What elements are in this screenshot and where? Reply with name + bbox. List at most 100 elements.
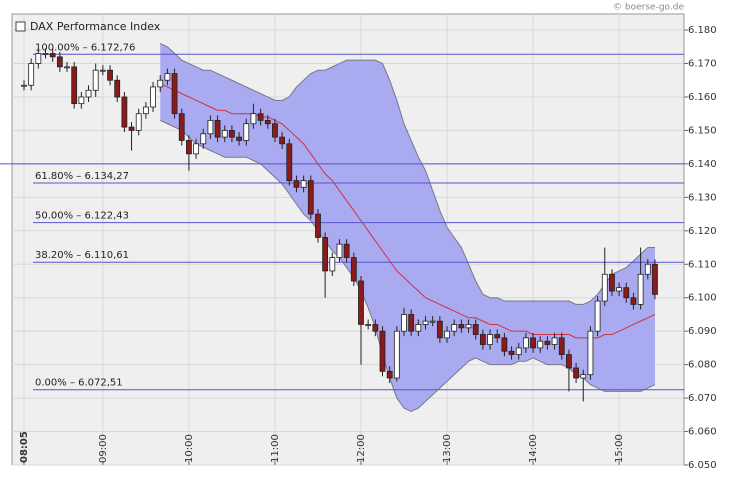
candle-body (128, 126, 135, 131)
candle-body (214, 119, 221, 138)
candle-body (171, 73, 178, 115)
chart-title: DAX Performance Index (30, 20, 161, 33)
candle-body (401, 314, 407, 332)
candle-body (193, 143, 199, 155)
candle-body (329, 257, 336, 272)
y-tick-label: 6.070 (688, 393, 717, 404)
candle-body (573, 367, 579, 379)
y-tick-label: 6.090 (688, 326, 717, 337)
candle-body (186, 140, 192, 155)
candle-body (652, 263, 658, 295)
candle-body (515, 347, 522, 355)
candle-body (465, 324, 472, 329)
candle-body (444, 330, 450, 339)
candle-body (322, 237, 329, 272)
candle-body (422, 320, 429, 325)
band-upper (160, 42, 655, 305)
candle-body (293, 180, 300, 188)
candle-body (71, 66, 78, 105)
candle-body (537, 340, 544, 349)
candle-body (243, 123, 250, 141)
candle-body (157, 79, 164, 88)
candle-body (472, 324, 479, 335)
candle-body (178, 113, 185, 141)
candle-body (587, 330, 594, 376)
candle-body (436, 320, 443, 339)
candle-body (221, 130, 228, 138)
candle-body (300, 180, 307, 188)
candle-body (307, 180, 314, 215)
candle-body (415, 324, 422, 332)
y-tick-label: 6.050 (688, 460, 717, 471)
candle-body (42, 53, 49, 55)
legend-swatch (15, 21, 26, 32)
candle-body (616, 287, 623, 292)
y-tick-label: 6.170 (688, 59, 717, 70)
candle-body (99, 69, 106, 72)
candle-body (286, 143, 293, 182)
candle-body (56, 56, 63, 68)
candle-body (135, 113, 142, 131)
candle-body (393, 330, 400, 379)
candle-body (229, 130, 235, 138)
candle-body (379, 330, 386, 372)
x-tick-label: 11:00 (270, 434, 281, 463)
y-tick-label: 6.150 (688, 125, 717, 136)
candle-body (479, 334, 486, 345)
band-fill (160, 43, 655, 412)
candle-body (250, 113, 257, 125)
candle-body (609, 273, 615, 292)
candle-body (566, 354, 572, 369)
candle-body (530, 337, 536, 349)
x-tick-label: 15:00 (614, 434, 625, 463)
candle-body (64, 66, 70, 69)
candle-body (386, 370, 393, 379)
candle-body (164, 73, 171, 81)
band-middle (160, 83, 656, 339)
candle-body (451, 324, 458, 332)
candle-body (630, 297, 637, 305)
candle-body (21, 84, 27, 87)
candle-body (85, 89, 92, 98)
candle-body (623, 287, 630, 299)
x-tick-label: 09:00 (98, 434, 109, 463)
candle-body (150, 86, 156, 108)
candle-body (78, 96, 85, 105)
candle-body (257, 113, 264, 121)
watermark: © boerse-go.de (613, 3, 684, 13)
candle-body (487, 334, 493, 345)
candle-body (408, 314, 415, 332)
candle-body (544, 340, 551, 345)
candle-body (594, 300, 601, 332)
y-tick-label: 6.130 (688, 192, 717, 203)
candle-body (114, 79, 121, 98)
y-tick-label: 6.060 (688, 427, 717, 438)
candle-body (372, 324, 379, 332)
y-tick-label: 6.180 (688, 25, 717, 36)
y-tick-label: 6.100 (688, 293, 717, 304)
candle-body (28, 63, 35, 86)
fib-label: 38.20% – 6.110,61 (35, 250, 129, 261)
candle-body (644, 263, 651, 275)
candle-body (35, 53, 42, 64)
y-tick-label: 6.110 (688, 259, 717, 270)
candle-body (601, 273, 608, 302)
candle-body (558, 337, 565, 355)
candle-body (336, 243, 343, 258)
candle-body (315, 213, 321, 238)
fib-label: 100.00% – 6.172,76 (35, 42, 135, 53)
x-tick-label: 14:00 (528, 434, 539, 463)
fib-label: 50.00% – 6.122,43 (35, 211, 129, 222)
candle-body (279, 136, 286, 145)
candle-body (200, 133, 207, 145)
fib-label: 0.00% – 6.072,51 (35, 378, 123, 389)
x-tick-label: 10:00 (184, 434, 195, 463)
candle-body (429, 320, 436, 323)
candle-body (580, 374, 587, 379)
candle-body (142, 106, 149, 115)
candle-body (121, 96, 128, 128)
candle-body (49, 53, 56, 58)
candle-body (264, 119, 271, 125)
